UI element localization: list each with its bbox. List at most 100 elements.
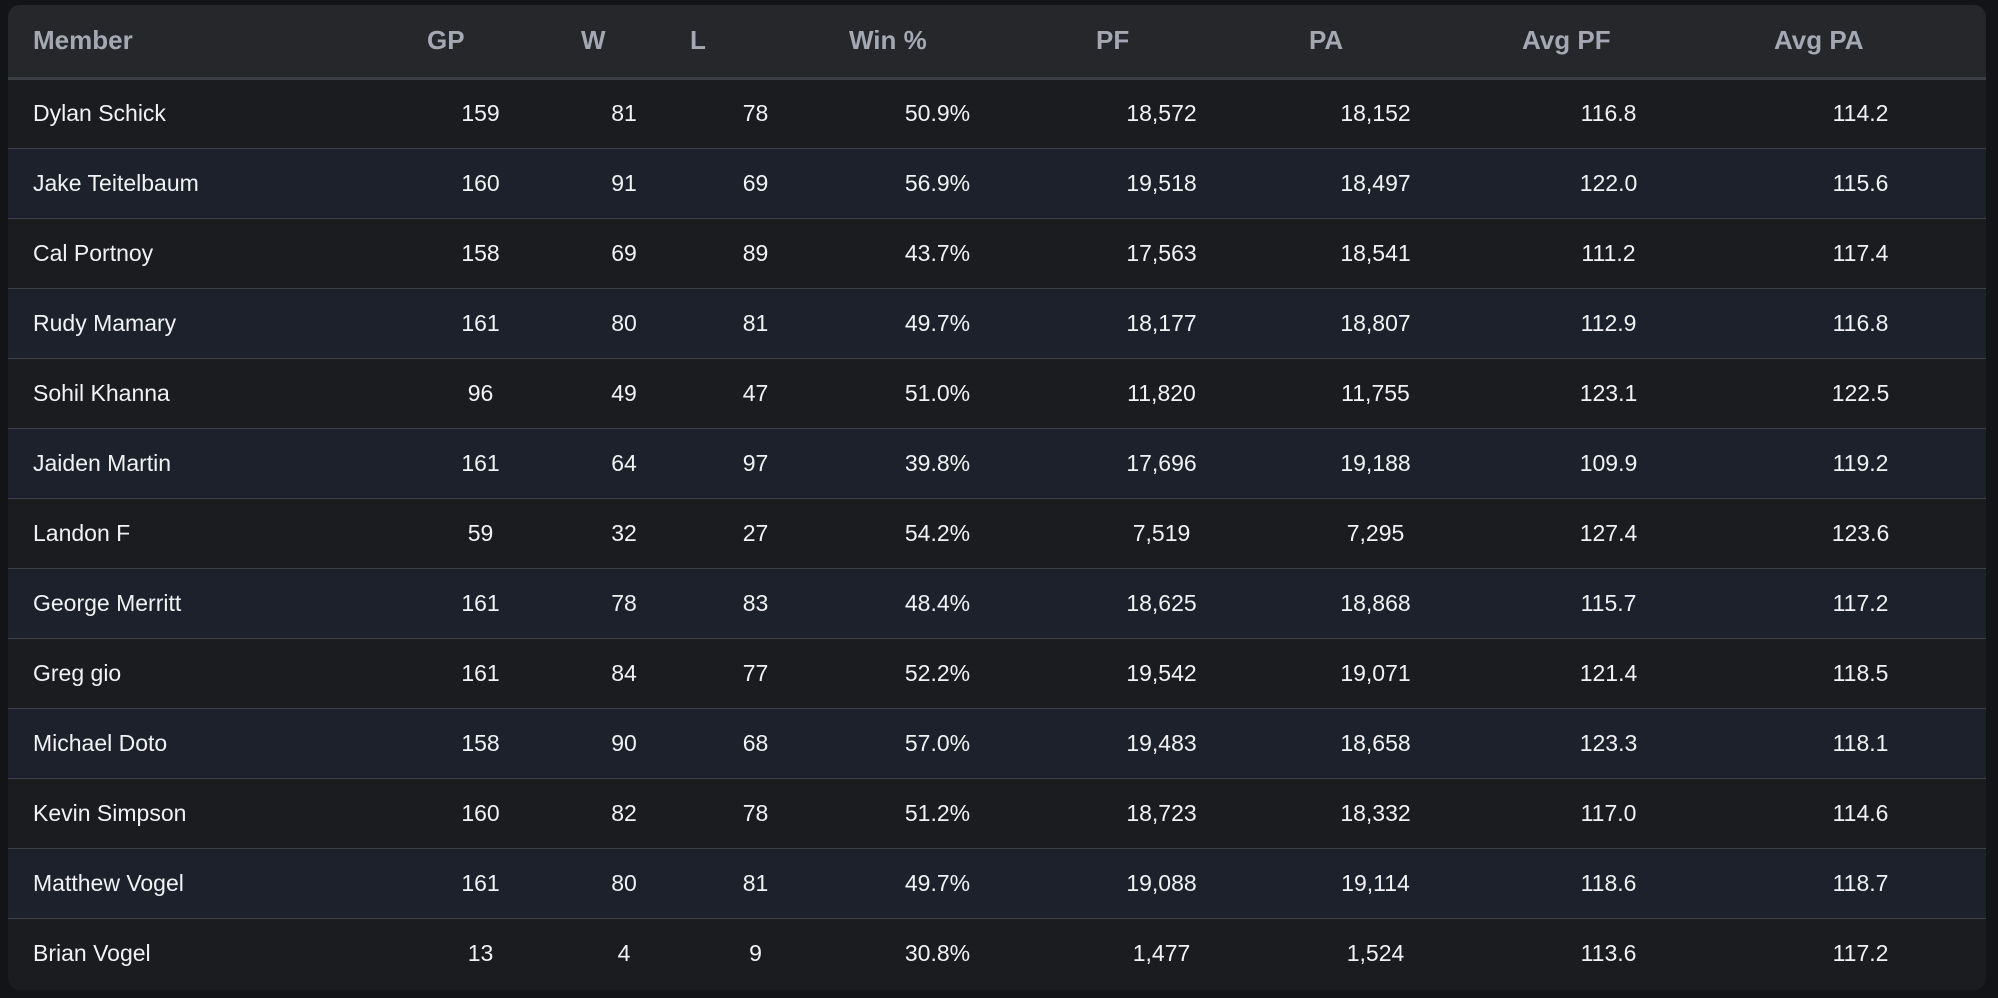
games-played-cell: 160 [461,799,500,826]
losses-cell: 68 [742,729,769,756]
avg-points-against-cell: 118.1 [1832,729,1889,756]
wins-cell: 32 [611,519,637,546]
points-against-cell: 18,807 [1340,309,1411,336]
points-against-cell: 19,188 [1340,449,1411,476]
table-body: Dylan Schick 159 81 78 50.9% 18,572 18,152 116.… [8,78,1986,988]
games-played-cell: 160 [461,169,500,196]
table-row[interactable]: Michael Doto 158 90 68 57.0% 19,483 18,658 123.… [8,708,1986,778]
win-percentage-cell: 43.7% [904,239,971,266]
points-against-cell: 18,541 [1340,239,1411,266]
avg-points-against-cell: 118.7 [1832,869,1889,896]
wins-cell: 49 [611,379,637,406]
losses-cell: 81 [742,869,769,896]
avg-points-against-cell: 114.2 [1832,100,1889,126]
column-header-gp[interactable]: GP [427,25,465,56]
games-played-cell: 59 [467,519,494,546]
win-percentage-cell: 52.2% [904,659,971,686]
points-for-cell: 17,563 [1126,239,1197,266]
losses-cell: 78 [742,799,769,826]
points-against-cell: 18,658 [1340,729,1411,756]
games-played-cell: 161 [461,589,500,616]
wins-cell: 84 [611,659,637,686]
table-row[interactable]: Brian Vogel 13 4 9 30.8% 1,477 1,524 113.6 117.2 [8,918,1986,988]
column-header-avg-pa[interactable]: Avg PA [1774,25,1864,56]
table-row[interactable]: Rudy Mamary 161 80 81 49.7% 18,177 18,807 112.9… [8,288,1986,358]
column-header-avg-pf[interactable]: Avg PF [1522,25,1611,56]
member-name-cell: Brian Vogel [33,939,151,966]
avg-points-against-cell: 119.2 [1832,449,1889,476]
wins-cell: 78 [611,589,637,616]
member-name-cell: Jaiden Martin [33,449,172,476]
win-percentage-cell: 39.8% [904,449,971,476]
table-row[interactable]: George Merritt 161 78 83 48.4% 18,625 18,868 11… [8,568,1986,638]
games-played-cell: 158 [461,729,500,756]
points-for-cell: 19,542 [1126,659,1197,686]
points-against-cell: 1,524 [1346,939,1405,966]
points-for-cell: 17,696 [1126,449,1197,476]
table-row[interactable]: Dylan Schick 159 81 78 50.9% 18,572 18,152 116.… [8,78,1986,148]
avg-points-against-cell: 117.2 [1832,939,1889,966]
avg-points-against-cell: 117.4 [1832,239,1889,266]
points-for-cell: 1,477 [1132,939,1191,966]
wins-cell: 82 [611,799,637,826]
table-row[interactable]: Jaiden Martin 161 64 97 39.8% 17,696 19,188 109… [8,428,1986,498]
losses-cell: 77 [742,659,769,686]
losses-cell: 78 [742,100,769,126]
games-played-cell: 161 [461,869,500,896]
points-against-cell: 18,152 [1340,100,1411,126]
member-name-cell: Cal Portnoy [33,239,154,266]
table-row[interactable]: Jake Teitelbaum 160 91 69 56.9% 19,518 18,497 1… [8,148,1986,218]
table-row[interactable]: Kevin Simpson 160 82 78 51.2% 18,723 18,332 117… [8,778,1986,848]
points-against-cell: 19,114 [1341,869,1410,896]
wins-cell: 91 [611,169,637,196]
losses-cell: 69 [742,169,769,196]
games-played-cell: 96 [467,379,494,406]
losses-cell: 97 [742,449,769,476]
wins-cell: 64 [611,449,637,476]
win-percentage-cell: 49.7% [904,869,971,896]
member-name-cell: George Merritt [33,589,182,616]
column-header-l[interactable]: L [690,25,706,56]
column-header-member[interactable]: Member [33,25,133,56]
avg-points-for-cell: 117.0 [1580,799,1637,826]
win-percentage-cell: 49.7% [904,309,971,336]
member-name-cell: Michael Doto [33,729,168,756]
points-for-cell: 7,519 [1132,519,1191,546]
avg-points-against-cell: 123.6 [1831,519,1890,546]
column-header-win-pct[interactable]: Win % [849,25,927,56]
win-percentage-cell: 30.8% [904,939,971,966]
table-row[interactable]: Landon F 59 32 27 54.2% 7,519 7,295 127.4 123.6 [8,498,1986,568]
member-name-cell: Sohil Khanna [33,379,170,406]
column-header-pa[interactable]: PA [1309,25,1344,56]
avg-points-for-cell: 122.0 [1579,169,1638,196]
member-name-cell: Matthew Vogel [33,869,184,896]
table-row[interactable]: Greg gio 161 84 77 52.2% 19,542 19,071 121.4 118… [8,638,1986,708]
avg-points-for-cell: 116.8 [1580,100,1637,126]
column-header-pf[interactable]: PF [1096,25,1130,56]
wins-cell: 90 [611,729,637,756]
losses-cell: 27 [742,519,769,546]
column-header-w[interactable]: W [581,25,606,56]
avg-points-against-cell: 116.8 [1832,309,1889,336]
avg-points-for-cell: 115.7 [1580,589,1637,616]
games-played-cell: 13 [467,939,494,966]
losses-cell: 89 [742,239,769,266]
points-for-cell: 11,820 [1127,379,1196,406]
points-against-cell: 18,497 [1340,169,1411,196]
win-percentage-cell: 51.0% [904,379,971,406]
avg-points-for-cell: 113.6 [1580,939,1637,966]
points-for-cell: 18,572 [1126,100,1197,126]
points-against-cell: 18,332 [1340,799,1411,826]
wins-cell: 80 [611,309,637,336]
table-row[interactable]: Sohil Khanna 96 49 47 51.0% 11,820 11,755 123.1… [8,358,1986,428]
games-played-cell: 161 [461,659,500,686]
table-row[interactable]: Matthew Vogel 161 80 81 49.7% 19,088 19,114 118… [8,848,1986,918]
avg-points-for-cell: 112.9 [1580,309,1637,336]
points-against-cell: 11,755 [1341,379,1410,406]
points-for-cell: 19,088 [1126,869,1197,896]
table-row[interactable]: Cal Portnoy 158 69 89 43.7% 17,563 18,541 111.2… [8,218,1986,288]
wins-cell: 4 [617,939,631,966]
win-percentage-cell: 50.9% [904,100,971,126]
avg-points-for-cell: 121.4 [1579,659,1638,686]
member-name-cell: Landon F [33,519,131,546]
